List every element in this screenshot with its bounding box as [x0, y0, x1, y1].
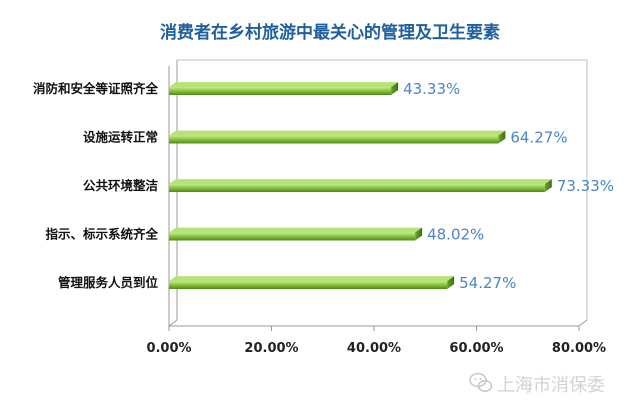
category-label: 管理服务人员到位 — [58, 275, 159, 290]
bar-end-face — [544, 179, 552, 192]
bar-end-face — [415, 227, 423, 241]
category-label: 公共环境整洁 — [83, 178, 159, 193]
x-tick-label: 0.00% — [146, 341, 191, 356]
x-tick-label: 80.00% — [552, 341, 606, 356]
watermark: 上海市消保委 — [469, 372, 605, 396]
watermark-text: 上海市消保委 — [497, 375, 605, 396]
bar-top-face — [169, 82, 399, 87]
bar-top-face — [169, 276, 455, 281]
bar-top-face — [169, 179, 552, 184]
bar — [169, 87, 392, 95]
data-label: 54.27% — [459, 274, 516, 292]
bar-end-face — [391, 82, 399, 95]
data-label: 64.27% — [510, 129, 567, 147]
bar-top-face — [169, 227, 423, 233]
x-tick-label: 60.00% — [449, 341, 503, 356]
bar-top-face — [169, 130, 506, 136]
wechat-icon — [469, 372, 493, 392]
bar — [169, 184, 545, 192]
data-label: 73.33% — [557, 177, 614, 195]
bar-end-face — [498, 130, 506, 144]
x-tick-label: 20.00% — [244, 341, 298, 356]
bar-end-face — [447, 276, 455, 289]
bar — [169, 232, 416, 241]
x-tick-label: 40.00% — [347, 341, 401, 356]
x-axis: 0.00% 20.00% 40.00% 60.00% 80.00% — [146, 326, 606, 356]
data-label: 43.33% — [403, 80, 460, 98]
category-label: 消防和安全等证照齐全 — [33, 81, 159, 96]
category-label: 设施运转正常 — [83, 130, 158, 145]
bars — [169, 82, 552, 289]
value-labels: 43.33% 64.27% 73.33% 48.02% 54.27% — [403, 80, 614, 292]
chart-title: 消费者在乡村旅游中最关心的管理及卫生要素 — [160, 22, 500, 43]
data-label: 48.02% — [427, 226, 484, 244]
category-label: 指示、标示系统齐全 — [45, 227, 158, 242]
bar — [169, 135, 499, 144]
bar — [169, 281, 448, 289]
